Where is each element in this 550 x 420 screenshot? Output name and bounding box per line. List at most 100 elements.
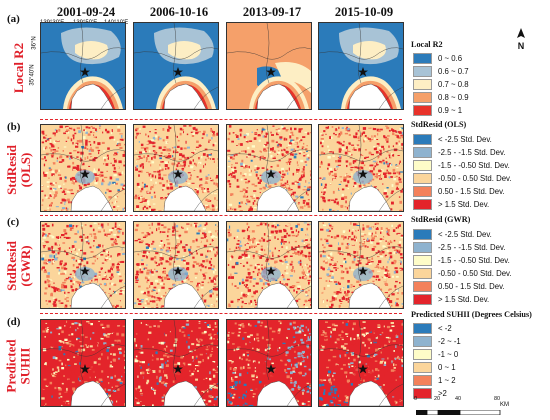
- legend-label: -0.50 - 0.50 Std. Dev.: [438, 269, 512, 278]
- legend-label: 0.6 ~ 0.7: [438, 67, 469, 76]
- legend-label: 0.50 - 1.5 Std. Dev.: [438, 282, 505, 291]
- map-predicted-suhii-1: [40, 319, 126, 407]
- legend-label: -1 ~ 0: [438, 350, 458, 359]
- legend-stdresid-ols-item: -0.50 - 0.50 Std. Dev.: [413, 172, 512, 184]
- row-label-local-r2-text: Local R2: [12, 43, 26, 93]
- legend-stdresid-ols-item: > 1.5 Std. Dev.: [413, 198, 489, 210]
- legend-title-local-r2: Local R2: [411, 40, 443, 49]
- date-header-1: 2001-09-24: [40, 5, 132, 20]
- legend-stdresid-gwr-item: -0.50 - 0.50 Std. Dev.: [413, 267, 512, 279]
- separator-1: [40, 119, 402, 120]
- legend-predicted-suhii-item: < -2: [413, 322, 452, 334]
- map-stdresid-gwr-1: [40, 221, 126, 309]
- legend-label: -1.5 - -0.50 Std. Dev.: [438, 161, 510, 170]
- legend-swatch: [413, 349, 432, 360]
- legend-stdresid-gwr-item: -1.5 - -0.50 Std. Dev.: [413, 254, 510, 266]
- legend-label: 0.9 ~ 1: [438, 106, 462, 115]
- north-label: N: [518, 41, 525, 50]
- legend-local-r2-item: 0 ~ 0.6: [413, 52, 462, 64]
- map-stdresid-gwr-2: [133, 221, 219, 309]
- legend-swatch: [413, 173, 432, 184]
- date-header-4: 2015-10-09: [318, 5, 410, 20]
- coord-lat-2: 35°40'N: [30, 64, 36, 85]
- legend-predicted-suhii-item: -1 ~ 0: [413, 348, 458, 360]
- row-label-predicted-suhii-text: Predicted SUHII: [5, 339, 33, 392]
- legend-label: < -2.5 Std. Dev.: [438, 135, 492, 144]
- legend-swatch: [413, 323, 432, 334]
- legend-local-r2-item: 0.8 ~ 0.9: [413, 91, 469, 103]
- scale-tick-20: 20: [434, 396, 440, 402]
- legend-swatch: [413, 160, 432, 171]
- legend-swatch: [413, 255, 432, 266]
- legend-predicted-suhii-item: 1 ~ 2: [413, 374, 456, 386]
- map-local-r2-2: [133, 22, 219, 110]
- legend-stdresid-gwr-item: -2.5 - -1.5 Std. Dev.: [413, 241, 505, 253]
- row-label-predicted-suhii: Predicted SUHII: [5, 322, 33, 410]
- legend-predicted-suhii-item: >2: [413, 387, 447, 399]
- legend-label: 0.8 ~ 0.9: [438, 93, 469, 102]
- legend-stdresid-gwr-item: 0.50 - 1.5 Std. Dev.: [413, 280, 505, 292]
- map-stdresid-gwr-4: [318, 221, 404, 309]
- legend-local-r2-item: 0.7 ~ 0.8: [413, 78, 469, 90]
- map-stdresid-ols-3: [226, 124, 312, 212]
- legend-predicted-suhii-item: 0 ~ 1: [413, 361, 456, 373]
- legend-swatch: [413, 362, 432, 373]
- legend-label: -2.5 - -1.5 Std. Dev.: [438, 243, 505, 252]
- map-local-r2-3: [226, 22, 312, 110]
- legend-swatch: [413, 186, 432, 197]
- map-predicted-suhii-3: [226, 319, 312, 407]
- map-predicted-suhii-4: [318, 319, 404, 407]
- map-stdresid-ols-4: [318, 124, 404, 212]
- legend-stdresid-ols-item: < -2.5 Std. Dev.: [413, 133, 492, 145]
- legend-title-stdresid-ols: StdResid (OLS): [411, 120, 466, 129]
- row-label-stdresid-ols-line-2: (OLS): [19, 145, 33, 195]
- legend-label: -0.50 - 0.50 Std. Dev.: [438, 174, 512, 183]
- row-label-stdresid-ols-text: StdResid (OLS): [5, 145, 33, 195]
- legend-label: 0 ~ 0.6: [438, 54, 462, 63]
- date-header-3: 2013-09-17: [226, 5, 318, 20]
- row-label-stdresid-gwr-text: StdResid (GWR): [5, 241, 33, 291]
- map-local-r2-1: [40, 22, 126, 110]
- scale-tick-0: 0: [414, 396, 417, 402]
- map-stdresid-ols-1: [40, 124, 126, 212]
- legend-swatch: [413, 375, 432, 386]
- legend-swatch: [413, 294, 432, 305]
- north-arrow-icon: N: [514, 28, 528, 50]
- legend-swatch: [413, 242, 432, 253]
- map-predicted-suhii-2: [133, 319, 219, 407]
- legend-swatch: [413, 105, 432, 116]
- row-label-stdresid-gwr-line-1: StdResid: [5, 241, 19, 291]
- legend-label: 0 ~ 1: [438, 363, 456, 372]
- legend-label: 1 ~ 2: [438, 376, 456, 385]
- legend-stdresid-gwr-item: < -2.5 Std. Dev.: [413, 228, 492, 240]
- legend-label: < -2.5 Std. Dev.: [438, 230, 492, 239]
- scale-bar: [416, 402, 502, 407]
- legend-swatch: [413, 92, 432, 103]
- separator-3: [40, 313, 402, 314]
- legend-label: -1.5 - -0.50 Std. Dev.: [438, 256, 510, 265]
- legend-predicted-suhii-item: -2 ~ -1: [413, 335, 461, 347]
- legend-label: -2 ~ -1: [438, 337, 461, 346]
- legend-swatch: [413, 268, 432, 279]
- legend-swatch: [413, 134, 432, 145]
- map-stdresid-ols-2: [133, 124, 219, 212]
- row-label-stdresid-ols: StdResid (OLS): [5, 126, 33, 214]
- legend-swatch: [413, 336, 432, 347]
- map-local-r2-4: [318, 22, 404, 110]
- legend-stdresid-ols-item: -1.5 - -0.50 Std. Dev.: [413, 159, 510, 171]
- row-label-stdresid-ols-line-1: StdResid: [5, 145, 19, 195]
- date-header-2: 2006-10-16: [133, 5, 225, 20]
- legend-title-predicted-suhii: Predicted SUHII (Degrees Celsius): [411, 310, 532, 319]
- scale-tick-40: 40: [455, 396, 461, 402]
- row-label-predicted-suhii-line-2: SUHII: [19, 339, 33, 392]
- legend-label: < -2: [438, 324, 452, 333]
- legend-swatch: [413, 281, 432, 292]
- legend-swatch: [413, 147, 432, 158]
- legend-stdresid-gwr-item: > 1.5 Std. Dev.: [413, 293, 489, 305]
- legend-stdresid-ols-item: 0.50 - 1.5 Std. Dev.: [413, 185, 505, 197]
- legend-local-r2-item: 0.6 ~ 0.7: [413, 65, 469, 77]
- legend-stdresid-ols-item: -2.5 - -1.5 Std. Dev.: [413, 146, 505, 158]
- legend-swatch: [413, 229, 432, 240]
- legend-swatch: [413, 199, 432, 210]
- coord-lat-1: 36°N: [32, 36, 38, 49]
